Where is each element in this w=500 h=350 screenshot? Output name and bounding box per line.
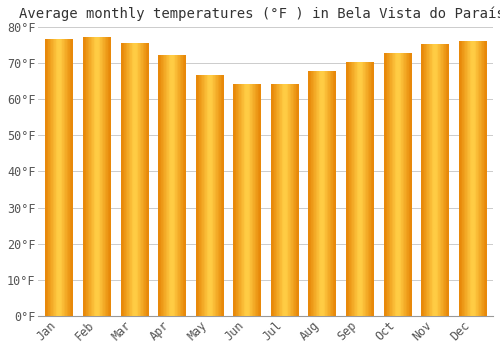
Bar [308,72,336,316]
Bar [46,40,72,316]
Bar [384,54,410,316]
Bar [459,41,486,316]
Bar [346,63,373,316]
Bar [422,45,448,316]
Bar [158,56,185,316]
Title: Average monthly temperatures (°F ) in Bela Vista do Paraíso: Average monthly temperatures (°F ) in Be… [18,7,500,21]
Bar [83,37,110,316]
Bar [120,43,148,316]
Bar [196,76,223,316]
Bar [271,85,298,316]
Bar [234,85,260,316]
